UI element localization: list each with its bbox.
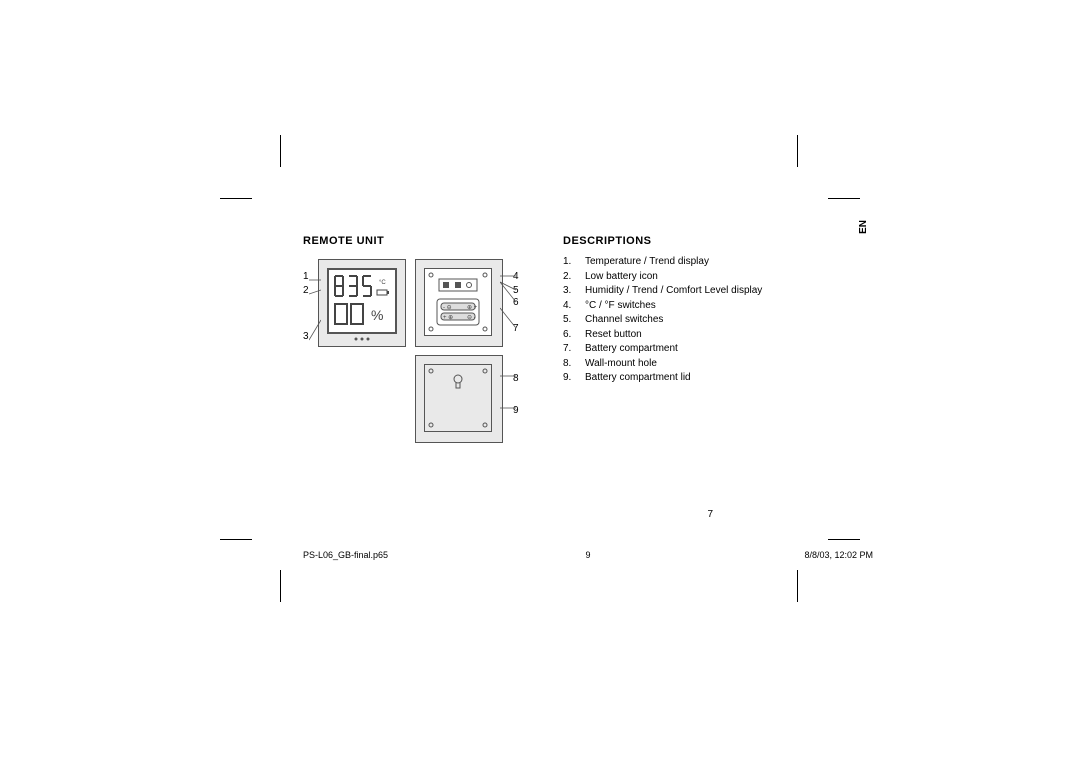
page-number: 7 xyxy=(707,509,713,520)
svg-text:⊖ -: ⊖ - xyxy=(467,315,476,321)
leader-lines-right-top xyxy=(500,260,516,350)
list-item: 6.Reset button xyxy=(563,328,863,343)
list-item: 8.Wall-mount hole xyxy=(563,357,863,372)
svg-text:°C: °C xyxy=(379,280,386,286)
lang-tag: EN xyxy=(858,220,869,234)
svg-text:+ ⊕: + ⊕ xyxy=(443,315,453,321)
callout-1: 1 xyxy=(303,271,309,282)
footer: PS-L06_GB-final.p65 9 8/8/03, 12:02 PM xyxy=(303,550,873,560)
unit-back-lid xyxy=(415,355,503,443)
callout-2: 2 xyxy=(303,285,309,296)
descriptions-heading: DESCRIPTIONS xyxy=(563,235,863,247)
lid-icon xyxy=(425,365,491,431)
list-item: 5.Channel switches xyxy=(563,313,863,328)
list-item: 3.Humidity / Trend / Comfort Level displ… xyxy=(563,284,863,299)
unit-front: °C % xyxy=(318,259,406,347)
svg-text:⊕ +: ⊕ + xyxy=(467,305,478,311)
list-item: 9.Battery compartment lid xyxy=(563,371,863,386)
list-item: 2.Low battery icon xyxy=(563,270,863,285)
remote-unit-diagram: 1 2 3 4 5 6 7 8 9 xyxy=(303,255,533,485)
compartment-icon: - ⊖ ⊕ + + ⊕ ⊖ - xyxy=(425,269,491,335)
svg-text:%: % xyxy=(371,307,383,323)
leader-lines-left xyxy=(309,260,321,350)
leader-lines-right-bot xyxy=(500,356,516,446)
right-column: DESCRIPTIONS 1.Temperature / Trend displ… xyxy=(563,235,863,386)
svg-text:- ⊖: - ⊖ xyxy=(443,305,452,311)
footer-sheet-number: 9 xyxy=(585,550,590,560)
list-item: 7.Battery compartment xyxy=(563,342,863,357)
list-item: 4.°C / °F switches xyxy=(563,299,863,314)
footer-filename: PS-L06_GB-final.p65 xyxy=(303,550,388,560)
remote-unit-heading: REMOTE UNIT xyxy=(303,235,553,247)
unit-back-open: - ⊖ ⊕ + + ⊕ ⊖ - xyxy=(415,259,503,347)
descriptions-list: 1.Temperature / Trend display 2.Low batt… xyxy=(563,255,863,386)
left-column: REMOTE UNIT 1 2 3 4 5 6 7 8 9 xyxy=(303,235,553,485)
footer-timestamp: 8/8/03, 12:02 PM xyxy=(804,550,873,560)
page-area: EN REMOTE UNIT 1 2 3 4 5 6 7 8 9 xyxy=(193,160,883,575)
speaker-holes-icon xyxy=(319,334,405,344)
callout-3: 3 xyxy=(303,331,309,342)
lcd-icon: °C % xyxy=(329,270,395,332)
list-item: 1.Temperature / Trend display xyxy=(563,255,863,270)
